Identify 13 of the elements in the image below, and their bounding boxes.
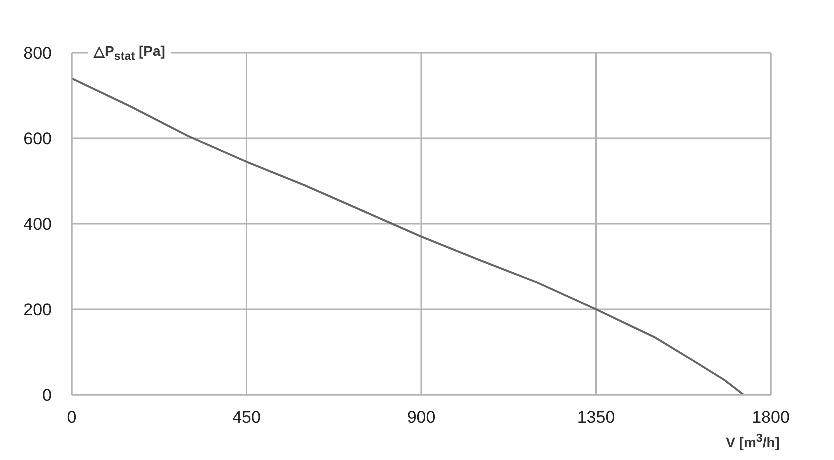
y-tick-label: 400 xyxy=(24,215,52,234)
x-tick-label: 450 xyxy=(232,408,261,428)
y-tick-label: 0 xyxy=(42,386,52,406)
x-axis-title: V [m$^{3}$/h] xyxy=(720,432,786,451)
y-tick-label: 800 xyxy=(24,44,52,64)
x-tick-label: 1800 xyxy=(752,408,790,428)
y-axis-title: △P$_{stat}$ [Pa] xyxy=(88,43,172,63)
y-tick-label: 600 xyxy=(24,130,52,149)
y-tick-label: 200 xyxy=(24,300,52,320)
line-series xyxy=(72,78,745,395)
x-tick-label: 900 xyxy=(407,408,436,428)
x-tick-label: 1350 xyxy=(577,408,616,428)
x-tick-label: 0 xyxy=(67,408,77,428)
